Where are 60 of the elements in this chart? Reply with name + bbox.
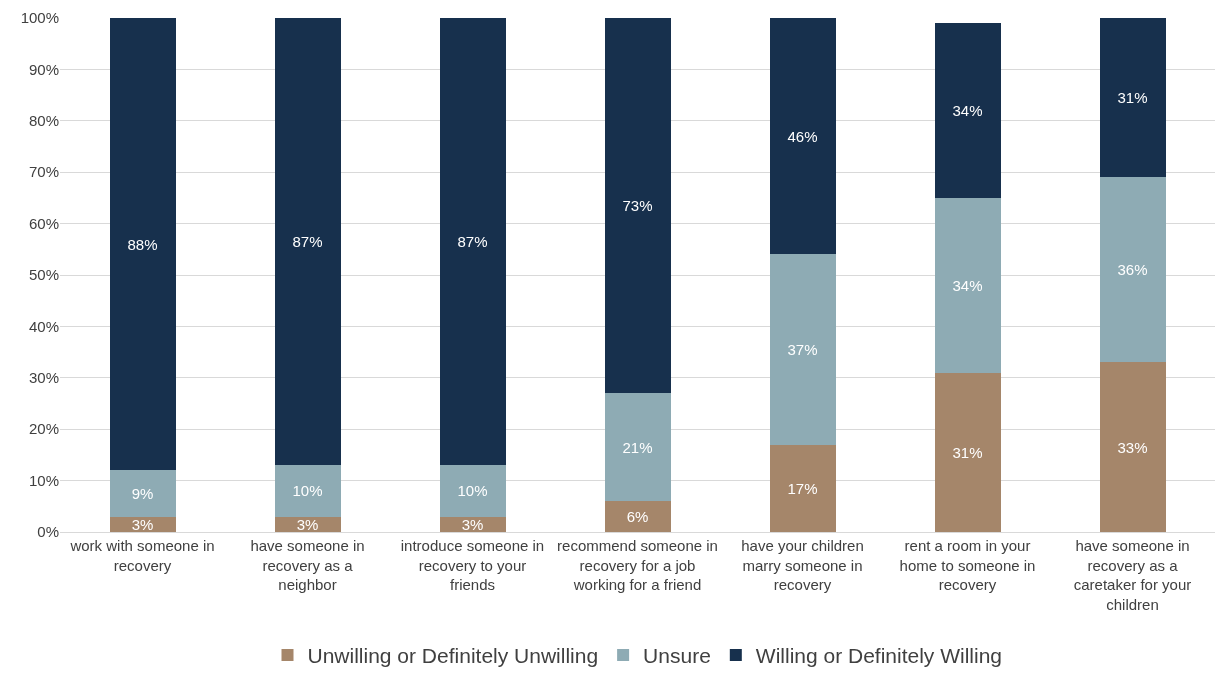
data-label: 17% — [787, 479, 818, 497]
bar — [604, 18, 671, 394]
data-label: 33% — [1117, 438, 1148, 456]
data-label: 3% — [461, 515, 484, 533]
data-label: 46% — [787, 127, 818, 145]
data-label: 21% — [622, 438, 653, 456]
y-tick-label: 70% — [28, 163, 59, 181]
bar — [109, 470, 176, 517]
x-tick-label: have your children marry someone in recovery — [741, 537, 864, 593]
bar — [274, 18, 341, 466]
x-tick-label: recommend someone in recovery for a job working for a friend — [557, 537, 718, 593]
y-tick-label: 80% — [28, 112, 59, 130]
bar — [769, 18, 836, 255]
bar — [274, 465, 341, 517]
data-label: 31% — [1117, 89, 1148, 107]
y-tick-label: 100% — [20, 9, 59, 27]
y-tick-label: 90% — [28, 60, 59, 78]
data-label: 36% — [1117, 261, 1148, 279]
bar — [604, 393, 671, 502]
y-tick-label: 40% — [28, 317, 59, 335]
y-tick-label: 30% — [28, 369, 59, 387]
data-label: 37% — [787, 341, 818, 359]
data-label: 9% — [131, 484, 154, 502]
legend-label: Willing or Definitely Willing — [755, 644, 1003, 668]
legend-label: Unwilling or Definitely Unwilling — [307, 644, 599, 668]
data-label: 88% — [127, 235, 158, 253]
data-label: 87% — [292, 233, 323, 251]
data-label: 10% — [292, 482, 323, 500]
y-tick-label: 60% — [28, 214, 59, 232]
data-label: 34% — [952, 276, 983, 294]
bar — [1099, 18, 1166, 178]
x-tick-label: introduce someone in recovery to your friends — [400, 537, 545, 593]
y-tick-label: 50% — [28, 266, 59, 284]
bar — [934, 23, 1001, 198]
bar — [769, 254, 836, 445]
legend-label: Unsure — [643, 644, 711, 668]
bar — [109, 18, 176, 471]
x-tick-label: rent a room in your home to someone in recovery — [899, 537, 1036, 593]
y-tick-label: 0% — [37, 523, 59, 541]
bar — [439, 18, 506, 466]
bar — [769, 444, 836, 532]
data-label: 87% — [457, 233, 488, 251]
x-tick-label: work with someone in recovery — [69, 537, 215, 574]
bar — [604, 501, 671, 532]
y-tick-label: 20% — [28, 420, 59, 438]
bar — [1099, 177, 1166, 363]
data-label: 3% — [296, 515, 319, 533]
data-label: 10% — [457, 482, 488, 500]
bar — [934, 372, 1001, 532]
data-label: 3% — [131, 515, 154, 533]
y-tick-label: 10% — [28, 471, 59, 489]
data-label: 34% — [952, 102, 983, 120]
data-label: 73% — [622, 197, 653, 215]
bar — [1099, 362, 1166, 532]
data-label: 6% — [626, 508, 649, 526]
bar — [439, 465, 506, 517]
x-tick-label: have someone in recovery as a neighbor — [250, 537, 365, 593]
x-tick-label: have someone in recovery as a caretaker for your children — [1073, 537, 1192, 613]
data-label: 31% — [952, 443, 983, 461]
bar — [934, 197, 1001, 373]
